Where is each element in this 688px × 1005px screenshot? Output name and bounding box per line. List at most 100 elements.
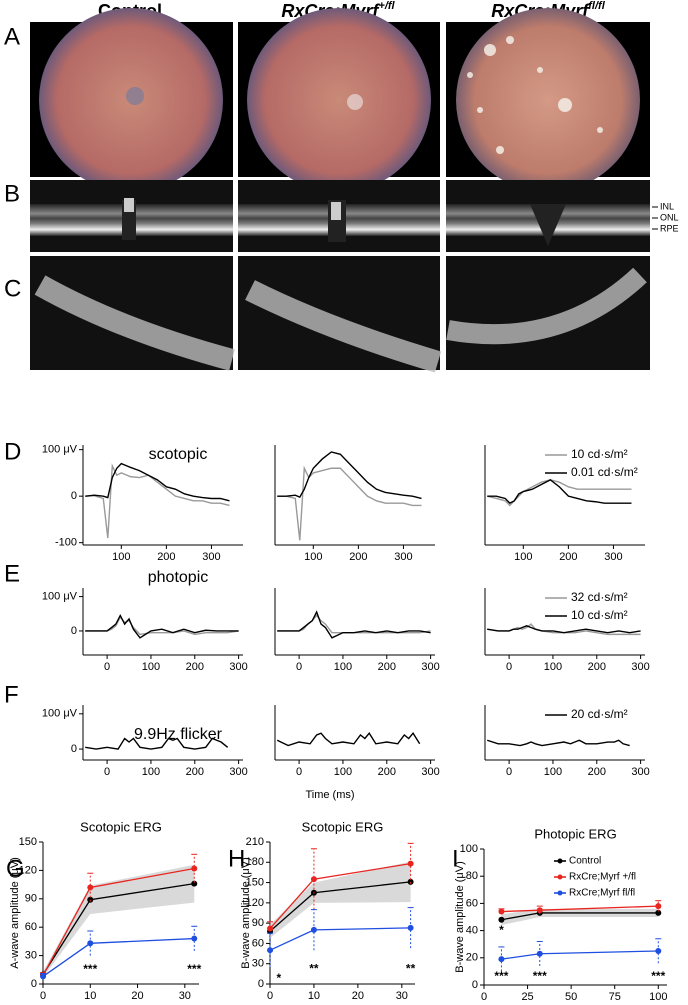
series-line bbox=[487, 625, 641, 634]
point bbox=[498, 956, 505, 963]
annotation: *** bbox=[187, 962, 201, 976]
layer-label: RPE bbox=[660, 223, 679, 233]
point bbox=[267, 925, 274, 932]
y-tick-label: 120 bbox=[246, 897, 264, 909]
x-tick-label: 300 bbox=[421, 766, 439, 778]
legend-label: Control bbox=[569, 856, 601, 867]
series-line bbox=[276, 732, 421, 747]
x-tick-label: 200 bbox=[186, 766, 204, 778]
legend-marker bbox=[557, 858, 563, 864]
x-tick-label: 300 bbox=[229, 661, 247, 673]
point bbox=[536, 950, 543, 957]
x-tick-label: 100 bbox=[304, 551, 322, 563]
y-tick-label: 60 bbox=[466, 897, 478, 909]
error-band bbox=[270, 861, 411, 939]
point bbox=[655, 948, 662, 954]
x-tick-label: 200 bbox=[349, 551, 367, 563]
y-tick-label: 100 μV bbox=[42, 590, 78, 602]
point bbox=[407, 878, 414, 885]
legend-marker bbox=[557, 890, 563, 896]
y-tick-label: 80 bbox=[466, 870, 478, 882]
point bbox=[87, 940, 94, 947]
y-tick-label: 120 bbox=[19, 864, 37, 876]
y-tick-label: -100 bbox=[55, 537, 77, 549]
x-tick-label: 300 bbox=[202, 551, 220, 563]
y-tick-label: 0 bbox=[71, 743, 77, 755]
point bbox=[267, 947, 274, 954]
series-line bbox=[85, 615, 239, 636]
point bbox=[191, 880, 198, 887]
panel-letter: I bbox=[452, 845, 459, 872]
point bbox=[191, 935, 198, 942]
x-tick-label: 0 bbox=[40, 990, 46, 1002]
legend-label: RxCre;Myrf fl/fl bbox=[569, 888, 635, 899]
chart-title: 9.9Hz flicker bbox=[134, 726, 223, 743]
panel-letter: C bbox=[4, 275, 21, 302]
legend-label: 10 cd·s/m² bbox=[571, 447, 628, 461]
oct-row-c bbox=[30, 256, 650, 373]
y-tick-label: 100 μV bbox=[42, 708, 78, 720]
x-tick-label: 100 bbox=[334, 766, 352, 778]
series-line bbox=[277, 465, 422, 541]
series-line bbox=[501, 950, 659, 960]
series-line bbox=[269, 927, 411, 951]
error-band bbox=[43, 864, 195, 978]
fundus bbox=[456, 8, 640, 192]
x-axis-label: Intensity (cd·s/m²) bbox=[77, 1004, 165, 1005]
x-tick-label: 200 bbox=[186, 661, 204, 673]
x-tick-label: 300 bbox=[604, 551, 622, 563]
series-line bbox=[277, 451, 422, 500]
y-tick-label: 90 bbox=[25, 893, 37, 905]
point bbox=[498, 908, 505, 915]
y-tick-label: 90 bbox=[252, 917, 264, 929]
panel-letter: B bbox=[4, 180, 20, 207]
y-tick-label: 0 bbox=[472, 979, 478, 991]
x-tick-label: 200 bbox=[559, 551, 577, 563]
x-tick-label: 200 bbox=[588, 766, 606, 778]
fundus bbox=[247, 8, 431, 192]
chart-title: photopic bbox=[148, 569, 209, 586]
chart-title: Scotopic ERG bbox=[302, 819, 384, 834]
series-line bbox=[277, 610, 431, 639]
x-tick-label: 100 bbox=[514, 551, 532, 563]
legend-label: 32 cd·s/m² bbox=[571, 590, 628, 604]
x-tick-label: 30 bbox=[396, 990, 408, 1002]
y-tick-label: 150 bbox=[246, 876, 264, 888]
y-tick-label: 210 bbox=[246, 836, 264, 848]
column-sup: +/fl bbox=[378, 0, 395, 12]
oct-row-b: INL ONL RPE bbox=[30, 180, 679, 252]
x-tick-label: 100 bbox=[142, 661, 160, 673]
series-line bbox=[486, 739, 630, 747]
x-tick-label: 75 bbox=[609, 991, 621, 1003]
point bbox=[407, 860, 414, 867]
x-tick-label: 10 bbox=[308, 990, 320, 1002]
chart-title: Photopic ERG bbox=[534, 826, 616, 841]
y-tick-label: 0 bbox=[31, 978, 37, 990]
y-tick-label: 30 bbox=[25, 950, 37, 962]
lesions bbox=[467, 36, 603, 154]
x-tick-label: 50 bbox=[565, 991, 577, 1003]
x-axis-label: Intensity (cd·s/m²) bbox=[298, 1004, 386, 1005]
panel-letter: H bbox=[228, 845, 245, 872]
x-tick-label: 300 bbox=[394, 551, 412, 563]
annotation: * bbox=[499, 923, 504, 937]
chart-title: Scotopic ERG bbox=[80, 819, 162, 834]
point bbox=[655, 903, 662, 910]
x-tick-label: 20 bbox=[352, 990, 364, 1002]
annotation: ** bbox=[309, 961, 319, 975]
point bbox=[655, 909, 662, 916]
y-tick-label: 60 bbox=[252, 937, 264, 949]
fundus-row bbox=[30, 8, 650, 192]
x-tick-label: 200 bbox=[588, 661, 606, 673]
x-tick-label: 0 bbox=[296, 661, 302, 673]
y-tick-label: 100 bbox=[460, 843, 478, 855]
x-tick-label: 300 bbox=[229, 766, 247, 778]
annotation: *** bbox=[83, 962, 97, 976]
panel-letters: A B C D E F G H I bbox=[4, 23, 459, 882]
y-tick-label: 100 μV bbox=[42, 444, 78, 456]
point bbox=[87, 884, 94, 891]
x-tick-label: 0 bbox=[267, 990, 273, 1002]
x-tick-label: 0 bbox=[104, 766, 110, 778]
x-tick-label: 30 bbox=[179, 990, 191, 1002]
